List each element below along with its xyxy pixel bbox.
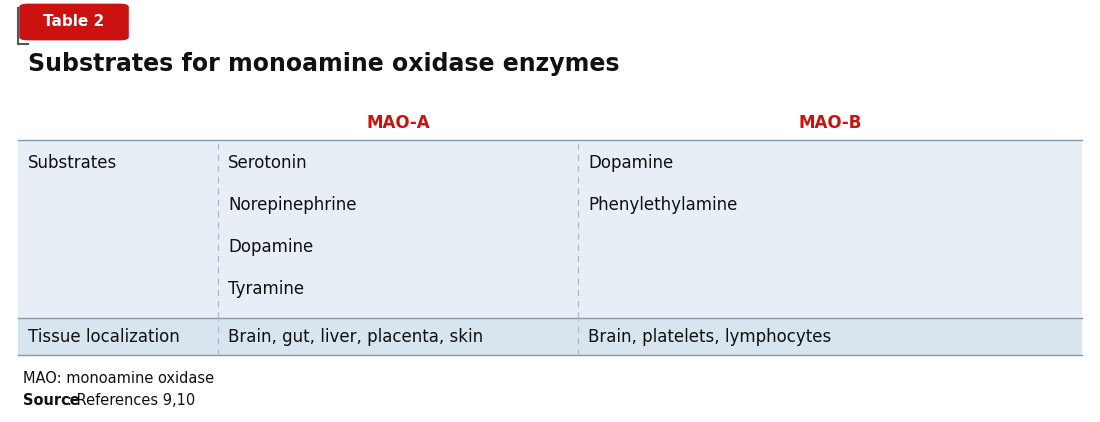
Text: Brain, platelets, lymphocytes: Brain, platelets, lymphocytes — [588, 327, 832, 346]
FancyBboxPatch shape — [19, 4, 129, 41]
Text: : References 9,10: : References 9,10 — [67, 393, 196, 408]
Text: Tissue localization: Tissue localization — [28, 327, 179, 346]
Text: Norepinephrine: Norepinephrine — [228, 196, 356, 214]
Text: MAO-A: MAO-A — [366, 114, 430, 132]
Text: Brain, gut, liver, placenta, skin: Brain, gut, liver, placenta, skin — [228, 327, 483, 346]
Text: Table 2: Table 2 — [43, 14, 104, 30]
Bar — [18, 318, 1082, 355]
Text: Phenylethylamine: Phenylethylamine — [588, 196, 737, 214]
Text: Substrates: Substrates — [28, 154, 118, 172]
Text: MAO-B: MAO-B — [799, 114, 861, 132]
Text: Tyramine: Tyramine — [228, 280, 304, 298]
Text: Substrates for monoamine oxidase enzymes: Substrates for monoamine oxidase enzymes — [28, 52, 619, 76]
Text: Dopamine: Dopamine — [228, 238, 314, 256]
Text: MAO: monoamine oxidase: MAO: monoamine oxidase — [23, 371, 214, 386]
Bar — [18, 140, 1082, 318]
Text: Dopamine: Dopamine — [588, 154, 673, 172]
Text: Serotonin: Serotonin — [228, 154, 308, 172]
Text: Source: Source — [23, 393, 79, 408]
